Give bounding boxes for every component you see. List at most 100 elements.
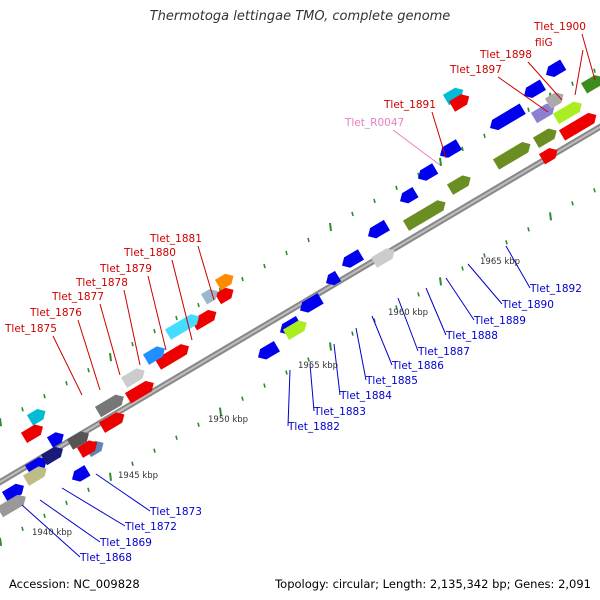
top-leader-line <box>99 303 121 376</box>
gene-arrow[interactable] <box>24 454 50 476</box>
tick-inner <box>527 227 530 232</box>
gene-arrow[interactable] <box>40 444 66 466</box>
bottom-gene-label[interactable]: Tlet_1884 <box>339 390 392 402</box>
top-gene-label[interactable]: Tlet_1900 <box>533 21 586 33</box>
gene-arrow[interactable] <box>98 409 127 433</box>
bottom-gene-label[interactable]: Tlet_1889 <box>473 315 526 327</box>
kbp-label: 1950 kbp <box>208 415 248 425</box>
gene-arrow[interactable] <box>492 139 534 170</box>
tick-inner <box>439 277 442 286</box>
gene-arrow[interactable] <box>521 79 546 102</box>
top-gene-label[interactable]: Tlet_1879 <box>99 263 152 275</box>
gene-arrow[interactable] <box>370 245 398 268</box>
top-gene-label[interactable]: Tlet_1891 <box>383 99 436 111</box>
gene-arrow[interactable] <box>154 341 192 370</box>
gene-arrow[interactable] <box>580 72 600 94</box>
gene-arrow[interactable] <box>0 492 29 518</box>
gene-arrow[interactable] <box>448 91 472 112</box>
gene-arrow[interactable] <box>487 103 526 134</box>
gene-arrow[interactable] <box>214 285 237 305</box>
tick-inner <box>241 396 244 401</box>
bottom-gene-label[interactable]: Tlet_1869 <box>99 537 152 549</box>
bottom-gene-label[interactable]: Tlet_1883 <box>313 406 366 418</box>
kbp-label: 1940 kbp <box>32 528 72 538</box>
gene-arrow[interactable] <box>415 163 439 184</box>
kbp-label: 1945 kbp <box>118 471 158 481</box>
gene-arrow[interactable] <box>538 145 561 165</box>
top-gene-label[interactable]: fliG <box>535 37 553 49</box>
gene-arrow[interactable] <box>530 101 558 124</box>
tick-outer <box>109 353 112 362</box>
gene-arrow[interactable] <box>20 422 46 444</box>
tick-outer <box>285 250 288 256</box>
gene-arrow[interactable] <box>323 270 342 288</box>
top-gene-label[interactable]: Tlet_1877 <box>51 291 104 303</box>
top-leader-line <box>392 129 441 166</box>
tick-outer <box>21 407 24 412</box>
gene-arrow[interactable] <box>214 271 237 291</box>
gene-arrow[interactable] <box>46 429 67 448</box>
top-gene-label[interactable]: Tlet_R0047 <box>344 117 404 129</box>
bottom-leader-line <box>39 499 101 543</box>
top-gene-label[interactable]: Tlet_1878 <box>75 277 128 289</box>
tick-outer <box>87 367 90 373</box>
tick-outer <box>131 341 134 347</box>
tick-outer <box>395 185 398 191</box>
tick-inner <box>549 212 552 221</box>
bottom-gene-label[interactable]: Tlet_1887 <box>417 346 470 358</box>
gene-arrow[interactable] <box>437 139 462 161</box>
gene-arrow[interactable] <box>282 317 310 340</box>
gene-arrow[interactable] <box>1 481 27 503</box>
gene-arrow[interactable] <box>26 406 49 426</box>
top-gene-label[interactable]: Tlet_1876 <box>29 307 82 319</box>
top-leader-line <box>581 33 596 81</box>
gene-arrow[interactable] <box>558 110 600 141</box>
top-gene-label[interactable]: Tlet_1881 <box>149 233 202 245</box>
gene-arrow[interactable] <box>142 343 168 365</box>
gene-arrow[interactable] <box>365 219 390 242</box>
bottom-leader-line <box>21 504 81 558</box>
gene-arrow[interactable] <box>76 437 100 458</box>
bottom-gene-label[interactable]: Tlet_1882 <box>287 421 340 433</box>
bottom-leader-line <box>505 245 531 289</box>
tick-inner <box>43 513 46 519</box>
gene-arrow[interactable] <box>164 311 202 340</box>
tick-outer <box>175 315 178 321</box>
top-gene-label[interactable]: Tlet_1898 <box>479 49 532 61</box>
bottom-gene-label[interactable]: Tlet_1873 <box>149 506 202 518</box>
top-gene-label[interactable]: Tlet_1897 <box>449 64 502 76</box>
bottom-gene-label[interactable]: Tlet_1885 <box>365 375 418 387</box>
gene-arrow[interactable] <box>190 307 219 331</box>
bottom-gene-label[interactable]: Tlet_1892 <box>529 283 582 295</box>
tick-inner <box>21 526 24 532</box>
gene-arrow[interactable] <box>66 428 92 450</box>
bottom-gene-label[interactable]: Tlet_1888 <box>445 330 498 342</box>
gene-arrow[interactable] <box>69 465 91 484</box>
bottom-leader-line <box>287 369 291 427</box>
gene-arrow[interactable] <box>124 378 157 404</box>
gene-arrow[interactable] <box>200 286 221 305</box>
bottom-gene-label[interactable]: Tlet_1872 <box>124 521 177 533</box>
bottom-gene-label[interactable]: Tlet_1868 <box>79 552 132 564</box>
tick-outer <box>461 146 464 152</box>
tick-outer <box>0 418 2 427</box>
gene-arrow[interactable] <box>446 172 474 195</box>
gene-arrow[interactable] <box>297 293 324 316</box>
gene-arrow[interactable] <box>532 125 560 148</box>
gene-arrow[interactable] <box>402 197 449 231</box>
gene-arrow[interactable] <box>22 463 50 486</box>
gene-arrow[interactable] <box>397 186 419 206</box>
gene-arrow[interactable] <box>543 59 567 81</box>
gene-arrow[interactable] <box>442 85 466 106</box>
bottom-gene-label[interactable]: Tlet_1886 <box>391 360 444 372</box>
gene-arrow[interactable] <box>120 365 148 388</box>
top-gene-label[interactable]: Tlet_1875 <box>4 323 57 335</box>
tick-inner <box>197 422 200 427</box>
top-gene-label[interactable]: Tlet_1880 <box>123 247 176 259</box>
gene-arrow[interactable] <box>339 249 364 271</box>
gene-arrow[interactable] <box>255 340 280 363</box>
gene-arrow[interactable] <box>552 99 585 125</box>
gene-arrow[interactable] <box>94 392 127 418</box>
bottom-gene-label[interactable]: Tlet_1890 <box>501 299 554 311</box>
